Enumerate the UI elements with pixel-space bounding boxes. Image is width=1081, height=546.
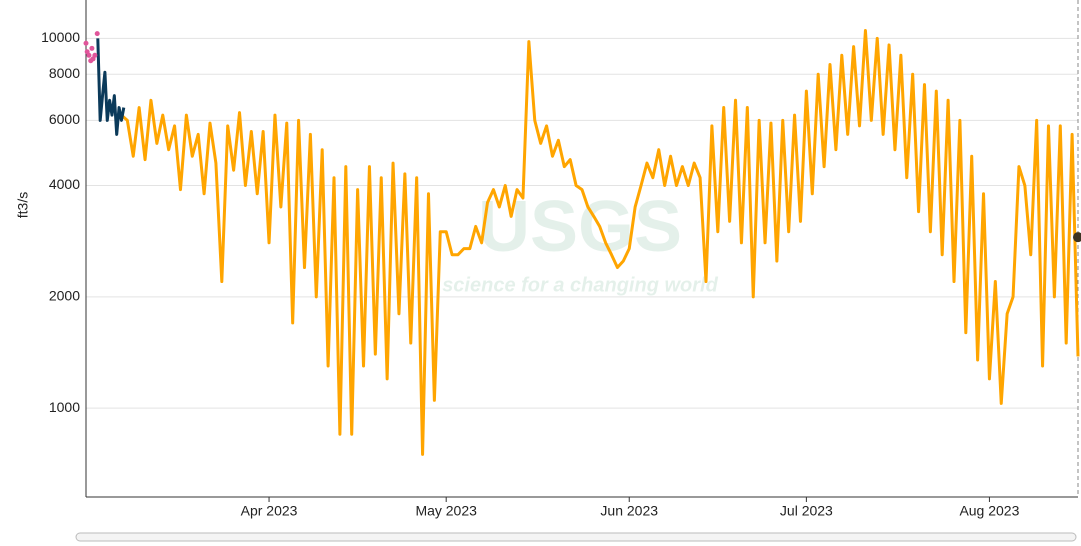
- series-point: [83, 40, 89, 46]
- x-tick-label: Apr 2023: [241, 503, 298, 519]
- y-axis-label: ft3/s: [15, 192, 31, 218]
- y-tick-label: 2000: [49, 288, 80, 304]
- grid: [86, 37, 1078, 409]
- scrollbar[interactable]: [75, 532, 1077, 542]
- series-point: [86, 52, 92, 58]
- y-tick-label: 4000: [49, 176, 80, 192]
- watermark-logo: USGS: [478, 187, 682, 267]
- x-tick-label: May 2023: [415, 503, 477, 519]
- x-tick-label: Jun 2023: [600, 503, 658, 519]
- series-line: [120, 29, 1080, 456]
- y-tick-label: 6000: [49, 111, 80, 127]
- y-tick-label: 8000: [49, 65, 80, 81]
- series-line: [96, 38, 126, 136]
- series-point: [92, 52, 98, 58]
- x-tick-label: Aug 2023: [959, 503, 1019, 519]
- x-tick-label: Jul 2023: [780, 503, 833, 519]
- y-tick-label: 1000: [49, 399, 80, 415]
- series-point: [89, 45, 95, 51]
- watermark: USGS science for a changing world: [442, 187, 718, 296]
- series-point: [1073, 232, 1081, 243]
- watermark-tagline: science for a changing world: [442, 274, 718, 296]
- series-point: [94, 31, 100, 37]
- y-tick-label: 10000: [41, 29, 80, 45]
